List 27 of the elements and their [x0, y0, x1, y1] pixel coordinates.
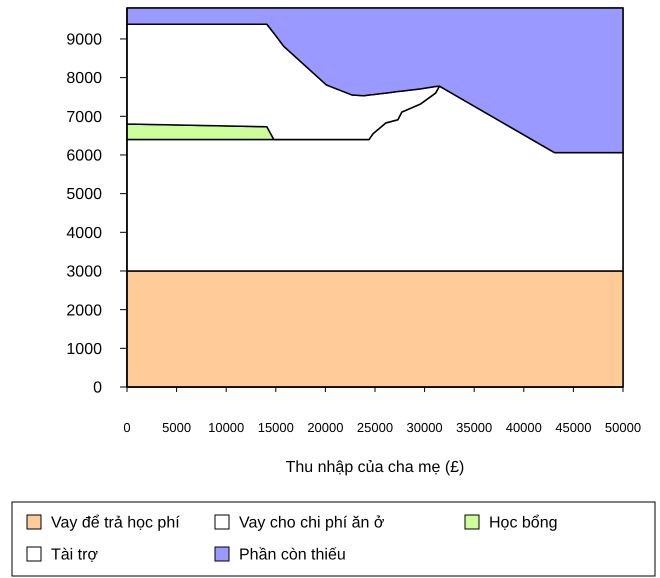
x-tick-label: 40000: [506, 420, 542, 435]
x-tick-label: 35000: [456, 420, 492, 435]
x-tick-label: 25000: [356, 420, 394, 435]
x-tick-label: 15000: [258, 420, 294, 435]
legend-label: Tài trợ: [51, 546, 98, 564]
y-tick-label: 4000: [66, 224, 102, 242]
x-tick-label: 5000: [162, 420, 192, 435]
y-tick-label: 0: [93, 380, 102, 397]
y-tick-label: 3000: [66, 264, 102, 281]
x-tick-label: 50000: [604, 420, 642, 435]
y-tick-label: 8000: [66, 70, 102, 88]
x-tick-label: 30000: [406, 420, 443, 435]
y-tick-label: 5000: [66, 186, 102, 204]
x-axis-title: Thu nhập của cha mẹ (£): [286, 459, 464, 476]
x-tick-label: 0: [123, 420, 131, 435]
y-tick-label: 9000: [66, 32, 102, 49]
x-tick-label: 45000: [555, 420, 592, 435]
y-tick-label: 1000: [66, 340, 102, 358]
legend-label: Vay cho chi phí ăn ở: [239, 514, 385, 532]
y-tick-label: 7000: [66, 108, 102, 126]
legend-label: Vay để trả học phí: [51, 514, 180, 532]
legend-label: Học bổng: [489, 514, 558, 532]
y-tick-label: 2000: [66, 302, 102, 320]
x-tick-label: 10000: [208, 420, 244, 435]
x-tick-label: 20000: [307, 420, 344, 435]
y-tick-label: 6000: [66, 148, 102, 165]
legend-label: Phần còn thiếu: [239, 546, 346, 564]
